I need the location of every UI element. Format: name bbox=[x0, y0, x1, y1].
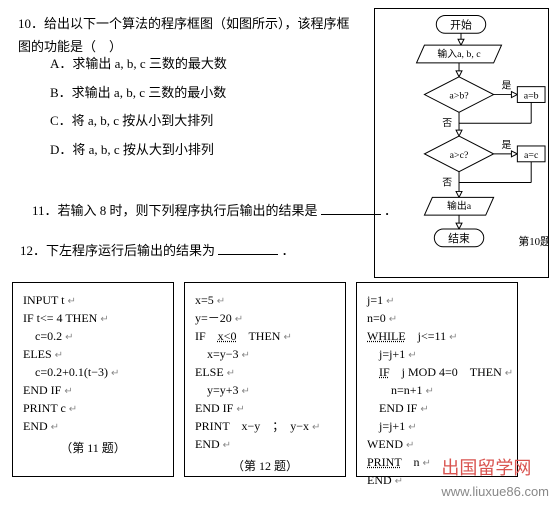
code-line: WHILE j<=11 bbox=[367, 327, 507, 345]
fc-start: 开始 bbox=[450, 17, 472, 31]
q12-blank bbox=[218, 241, 278, 255]
q12-pre: 12．下左程序运行后输出的结果为 bbox=[20, 243, 215, 258]
code-line: c=0.2 bbox=[23, 327, 163, 345]
fc-assign2: a=c bbox=[524, 150, 539, 161]
code-box-12: x=5y=－20IF x<0 THENx=y−3ELSEy=y+3END IFP… bbox=[184, 282, 346, 477]
code-line: y=－20 bbox=[195, 309, 335, 327]
code-line: END IF bbox=[23, 381, 163, 399]
code-line: x=5 bbox=[195, 291, 335, 309]
q12-post: ． bbox=[282, 243, 295, 258]
fc-yes2: 是 bbox=[502, 139, 512, 151]
fc-assign1: a=b bbox=[524, 91, 539, 102]
code-line: ELSE bbox=[195, 363, 335, 381]
code-boxes-row: INPUT tIF t<= 4 THENc=0.2ELESc=0.2+0.1(t… bbox=[12, 282, 518, 477]
code-line: IF j MOD 4=0 THEN bbox=[367, 363, 507, 381]
code-line: y=y+3 bbox=[195, 381, 335, 399]
code-line: j=j+1 bbox=[367, 417, 507, 435]
code-line: c=0.2+0.1(t−3) bbox=[23, 363, 163, 381]
code-line: j=1 bbox=[367, 291, 507, 309]
q10-text: 10．给出以下一个算法的程序框图（如图所示），该程序框图的功能是（ ） bbox=[18, 16, 350, 54]
code-line: ELES bbox=[23, 345, 163, 363]
q10-option-a: A．求输出 a, b, c 三数的最大数 bbox=[50, 50, 227, 79]
q10-option-c: C．将 a, b, c 按从小到大排列 bbox=[50, 107, 227, 136]
flowchart-svg: 开始 输入a, b, c a>b? 是 a=b bbox=[375, 9, 548, 277]
fc-cond2: a>c? bbox=[450, 150, 469, 161]
fc-cond1: a>b? bbox=[449, 91, 468, 102]
q12-stem: 12．下左程序运行后输出的结果为 ． bbox=[20, 240, 295, 259]
q11-stem: 11．若输入 8 时，则下列程序执行后输出的结果是 ． bbox=[32, 200, 397, 219]
code-box-13: j=1n=0WHILE j<=11j=j+1IF j MOD 4=0 THENn… bbox=[356, 282, 518, 477]
code-line: WEND bbox=[367, 435, 507, 453]
code-line: END bbox=[23, 417, 163, 435]
code-line: n=0 bbox=[367, 309, 507, 327]
q11-blank bbox=[321, 201, 381, 215]
page-container: 10．给出以下一个算法的程序框图（如图所示），该程序框图的功能是（ ） A．求输… bbox=[0, 0, 559, 509]
q10-option-b: B．求输出 a, b, c 三数的最小数 bbox=[50, 79, 227, 108]
fc-no2: 否 bbox=[442, 177, 452, 189]
q11-pre: 11．若输入 8 时，则下列程序执行后输出的结果是 bbox=[32, 203, 318, 218]
code-line: n=n+1 bbox=[367, 381, 507, 399]
watermark: 出国留学网 www.liuxue86.com bbox=[441, 454, 549, 501]
fc-output: 输出a bbox=[447, 199, 472, 212]
watermark-cn: 出国留学网 bbox=[441, 458, 531, 478]
code-line: END IF bbox=[367, 399, 507, 417]
fc-input: 输入a, b, c bbox=[437, 47, 481, 60]
code-line: INPUT t bbox=[23, 291, 163, 309]
code-line: x=y−3 bbox=[195, 345, 335, 363]
code11-title: （第 11 题） bbox=[23, 439, 163, 457]
q10-option-d: D．将 a, b, c 按从大到小排列 bbox=[50, 136, 227, 165]
watermark-url: www.liuxue86.com bbox=[441, 484, 549, 499]
code-line: IF t<= 4 THEN bbox=[23, 309, 163, 327]
code-box-11: INPUT tIF t<= 4 THENc=0.2ELESc=0.2+0.1(t… bbox=[12, 282, 174, 477]
flowchart-q10: 开始 输入a, b, c a>b? 是 a=b bbox=[374, 8, 549, 278]
code-line: PRINT c bbox=[23, 399, 163, 417]
fc-label: 第10题 bbox=[518, 234, 548, 248]
code-line: j=j+1 bbox=[367, 345, 507, 363]
code-line: END bbox=[195, 435, 335, 453]
code-line: END IF bbox=[195, 399, 335, 417]
code12-title: （第 12 题） bbox=[195, 457, 335, 475]
code-line: IF x<0 THEN bbox=[195, 327, 335, 345]
code-line: PRINT x−y ； y−x bbox=[195, 417, 335, 435]
fc-no1: 否 bbox=[442, 117, 452, 129]
fc-end: 结束 bbox=[448, 232, 470, 245]
q10-options: A．求输出 a, b, c 三数的最大数 B．求输出 a, b, c 三数的最小… bbox=[50, 50, 227, 164]
fc-yes1: 是 bbox=[502, 80, 512, 92]
